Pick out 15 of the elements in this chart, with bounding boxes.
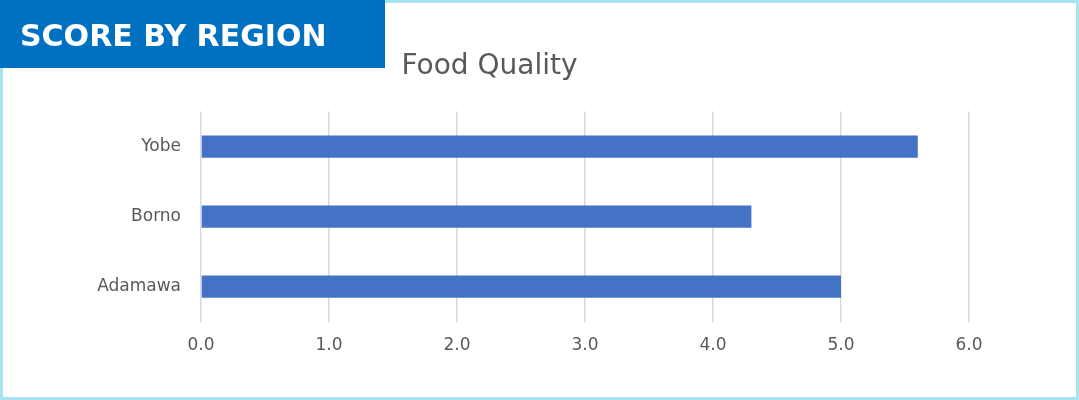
chart-subtitle: SCORE BY REGION [0, 0, 385, 68]
x-tick-label: 2.0 [443, 334, 471, 355]
bar [201, 275, 841, 298]
y-tick-label: Borno [131, 205, 181, 226]
bar [201, 205, 752, 228]
x-tick-label: 6.0 [955, 334, 983, 355]
x-tick-label: 0.0 [187, 334, 215, 355]
x-tick-label: 3.0 [571, 334, 599, 355]
x-tick-label: 4.0 [699, 334, 727, 355]
y-tick-label: Adamawa [97, 275, 181, 296]
y-tick-label: Yobe [140, 135, 181, 156]
chart-title: Food Quality [401, 48, 578, 82]
x-tick-label: 5.0 [827, 334, 855, 355]
x-tick-label: 1.0 [315, 334, 343, 355]
bar [201, 135, 918, 158]
